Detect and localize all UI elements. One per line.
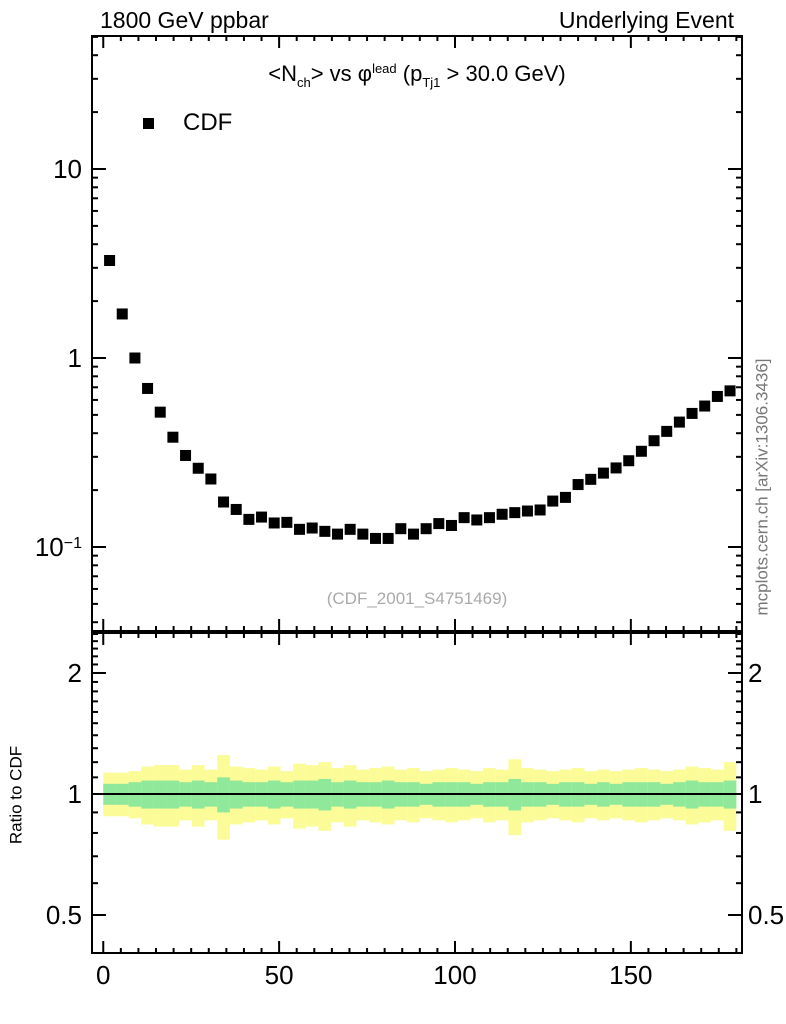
y-axis-tick-label: 1 — [67, 343, 82, 373]
header-left: 1800 GeV ppbar — [100, 7, 269, 33]
data-point — [281, 516, 293, 528]
data-point — [496, 508, 508, 520]
ratio-tick-label-left: 0.5 — [45, 900, 82, 930]
plot-title-part: φ — [357, 61, 373, 86]
data-point — [268, 517, 280, 529]
data-point — [547, 495, 559, 507]
data-point — [319, 525, 331, 537]
ratio-tick-label-left: 2 — [67, 657, 82, 688]
y-axis-tick-label: 10 — [53, 154, 82, 184]
x-axis-tick-label: 150 — [609, 960, 653, 990]
data-point — [104, 254, 116, 266]
data-point — [635, 445, 647, 457]
plot-title-part: ch — [296, 75, 311, 90]
x-axis-tick-label: 0 — [96, 960, 111, 990]
data-point — [534, 504, 546, 516]
ratio-tick-label-right: 2 — [748, 657, 763, 688]
data-point — [458, 512, 470, 524]
ratio-tick-label-right: 1 — [748, 779, 763, 809]
data-point — [711, 390, 723, 402]
plot-title-part: Tj1 — [422, 75, 441, 90]
data-point — [129, 352, 141, 364]
data-point — [585, 473, 597, 485]
data-point — [167, 431, 179, 443]
data-point — [256, 511, 268, 523]
plot-title-part: <N — [268, 61, 297, 86]
data-point — [699, 400, 711, 412]
data-point — [420, 523, 432, 535]
data-point — [294, 523, 306, 535]
data-point — [154, 406, 166, 418]
x-axis-tick-label: 100 — [433, 960, 477, 990]
plot-title: <Nch> vs φlead (pTj1 > 30.0 GeV) — [92, 62, 742, 89]
data-point — [332, 528, 344, 540]
data-point — [483, 512, 495, 524]
data-point — [597, 467, 609, 479]
main-panel-frame — [91, 35, 743, 632]
data-point — [306, 522, 318, 534]
header-right: Underlying Event — [558, 7, 734, 33]
plot-title-part: (p — [396, 61, 423, 86]
data-point — [407, 528, 419, 540]
legend-entry-cdf: CDF — [183, 109, 233, 136]
data-point — [230, 503, 242, 515]
data-point — [724, 385, 736, 397]
ratio-tick-label-right: 0.5 — [748, 900, 785, 930]
data-point — [610, 462, 622, 474]
data-point — [180, 449, 192, 461]
data-point — [509, 507, 521, 519]
data-point — [382, 532, 394, 544]
data-point — [445, 519, 457, 531]
data-point — [142, 382, 154, 394]
data-point — [572, 479, 584, 491]
data-point — [661, 425, 673, 437]
data-point — [205, 473, 217, 485]
data-point — [521, 505, 533, 517]
ratio-tick-label-left: 1 — [67, 779, 82, 809]
mcplots-credit: mcplots.cern.ch [arXiv:1306.3436] — [752, 358, 772, 616]
plot-title-part: > 30.0 GeV) — [440, 61, 566, 86]
data-point — [686, 407, 698, 419]
analysis-watermark: (CDF_2001_S4751469) — [326, 589, 508, 608]
data-point — [357, 528, 369, 540]
data-point — [395, 523, 407, 535]
data-point — [559, 491, 571, 503]
data-point — [623, 455, 635, 467]
data-point — [344, 523, 356, 535]
plot-title-part: lead — [372, 61, 397, 76]
data-point — [433, 518, 445, 530]
data-point — [471, 514, 483, 526]
data-point — [192, 462, 204, 474]
data-point — [243, 513, 255, 525]
plot-title-part: > vs — [310, 61, 358, 86]
data-point — [116, 308, 128, 320]
y-axis-tick-label: 10−1 — [34, 532, 82, 562]
data-point — [648, 435, 660, 447]
data-point — [218, 496, 230, 508]
filled-square-icon — [143, 118, 154, 129]
x-axis-tick-label: 50 — [264, 960, 294, 990]
data-point — [673, 416, 685, 428]
data-point — [369, 532, 381, 544]
